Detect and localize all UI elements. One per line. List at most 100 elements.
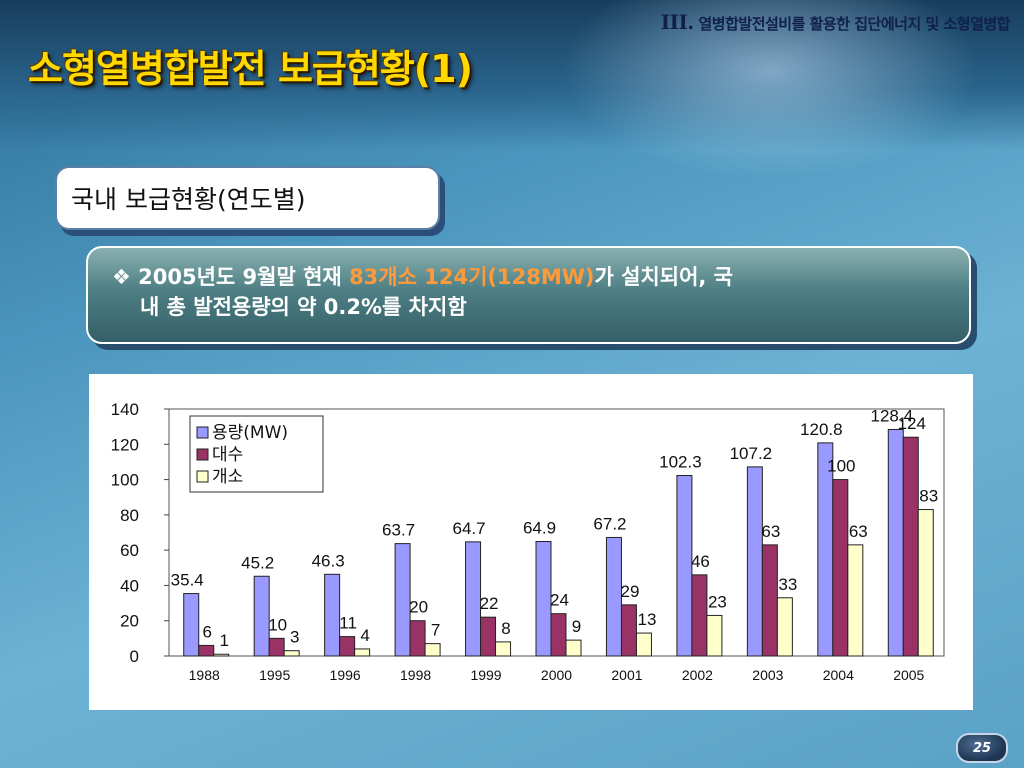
bullet-line-1: ❖ 2005년도 9월말 현재 83개소 124기(128MW)가 설치되어, … xyxy=(112,262,953,292)
data-label: 13 xyxy=(637,610,656,629)
y-tick-label: 100 xyxy=(111,471,139,490)
bar xyxy=(847,544,864,657)
bar xyxy=(213,653,230,657)
data-label: 83 xyxy=(919,487,938,506)
legend-swatch xyxy=(196,448,209,461)
data-label: 63 xyxy=(761,522,780,541)
data-label: 33 xyxy=(778,575,797,594)
bar xyxy=(902,436,919,657)
y-tick-label: 140 xyxy=(111,400,139,419)
legend-swatch xyxy=(196,470,209,483)
bar xyxy=(183,593,200,657)
bar xyxy=(620,604,637,657)
x-tick-label: 2003 xyxy=(752,667,783,683)
bullet-line-2: 내 총 발전용량의 약 0.2%를 차지함 xyxy=(140,295,467,319)
bar xyxy=(605,536,622,657)
bar xyxy=(324,573,341,657)
bullet-highlight: 83개소 124기(128MW) xyxy=(349,265,595,289)
legend-box xyxy=(189,415,324,493)
bar xyxy=(535,540,552,657)
data-label: 64.9 xyxy=(523,518,556,537)
bar xyxy=(691,574,708,657)
subtitle-text: 국내 보급현황(연도별) xyxy=(71,185,306,214)
data-label: 20 xyxy=(409,598,428,617)
bullet-box: ❖ 2005년도 9월말 현재 83개소 124기(128MW)가 설치되어, … xyxy=(86,246,971,344)
header-glow xyxy=(560,0,980,180)
legend-label: 용량(MW) xyxy=(212,423,288,443)
data-label: 7 xyxy=(431,621,440,640)
legend-label: 대수 xyxy=(212,445,243,465)
x-tick-label: 2001 xyxy=(611,667,642,683)
data-label: 63 xyxy=(849,522,868,541)
x-tick-label: 2004 xyxy=(823,667,854,683)
page-number-badge: 25 xyxy=(956,733,1008,763)
data-label: 9 xyxy=(572,617,581,636)
data-label: 11 xyxy=(339,614,357,633)
x-tick-label: 2000 xyxy=(541,667,572,683)
section-title-text: 열병합발전설비를 활용한 집단에너지 및 소형열병합 xyxy=(698,15,1011,33)
y-tick-label: 120 xyxy=(111,435,139,454)
y-tick-label: 20 xyxy=(120,612,139,631)
bar xyxy=(746,466,763,657)
bullet-marker-icon: ❖ xyxy=(112,265,131,289)
x-tick-label: 2005 xyxy=(893,667,924,683)
bar xyxy=(887,428,904,657)
bar xyxy=(495,641,512,657)
section-title: III. 열병합발전설비를 활용한 집단에너지 및 소형열병합 xyxy=(660,10,1011,34)
bar xyxy=(635,632,652,657)
data-label: 63.7 xyxy=(382,521,415,540)
data-label: 46.3 xyxy=(312,551,345,570)
data-label: 102.3 xyxy=(659,453,702,472)
x-tick-label: 1988 xyxy=(189,667,220,683)
bar xyxy=(832,479,849,657)
bar xyxy=(354,648,371,657)
y-tick-label: 60 xyxy=(120,541,139,560)
x-tick-label: 1996 xyxy=(330,667,361,683)
data-label: 128.4 xyxy=(870,406,913,425)
page-title: 소형열병합발전 보급현황(1) xyxy=(28,47,473,91)
bar xyxy=(465,541,482,657)
bar xyxy=(761,544,778,657)
data-label: 22 xyxy=(480,594,499,613)
bar xyxy=(198,644,215,657)
page-number: 25 xyxy=(972,740,992,756)
bar xyxy=(424,643,441,657)
legend-label: 개소 xyxy=(212,467,243,487)
bar xyxy=(339,636,356,657)
data-label: 120.8 xyxy=(800,420,843,439)
bar xyxy=(917,509,934,657)
bullet-text-before: 2005년도 9월말 현재 xyxy=(138,265,350,289)
data-label: 4 xyxy=(360,626,369,645)
bar xyxy=(565,639,582,657)
data-label: 45.2 xyxy=(241,553,274,572)
x-tick-label: 1995 xyxy=(259,667,290,683)
x-tick-label: 1998 xyxy=(400,667,431,683)
y-tick-label: 80 xyxy=(120,506,139,525)
data-label: 3 xyxy=(290,628,299,647)
bar xyxy=(550,613,567,657)
data-label: 67.2 xyxy=(593,514,626,533)
subtitle-box: 국내 보급현황(연도별) xyxy=(55,166,440,230)
bar xyxy=(409,620,426,657)
bar xyxy=(776,597,793,657)
y-tick-label: 0 xyxy=(130,647,139,666)
bar xyxy=(253,575,270,657)
bar xyxy=(706,614,723,657)
data-label: 23 xyxy=(708,592,727,611)
data-label: 64.7 xyxy=(452,519,485,538)
bar xyxy=(283,650,300,657)
data-label: 35.4 xyxy=(171,571,204,590)
y-tick-label: 40 xyxy=(120,576,139,595)
data-label: 29 xyxy=(620,582,639,601)
data-label: 100 xyxy=(827,457,855,476)
data-label: 124 xyxy=(898,414,926,433)
data-label: 6 xyxy=(202,622,211,641)
x-tick-label: 2002 xyxy=(682,667,713,683)
bar xyxy=(394,543,411,657)
data-label: 24 xyxy=(550,591,569,610)
section-roman-numeral: III. xyxy=(660,10,695,34)
chart-panel: 140 120 100 80 60 40 20 0 35.4 6 1 45.2 10 3 46.3 11 4 6… xyxy=(89,374,973,710)
data-label: 46 xyxy=(691,552,710,571)
bar xyxy=(268,637,285,657)
